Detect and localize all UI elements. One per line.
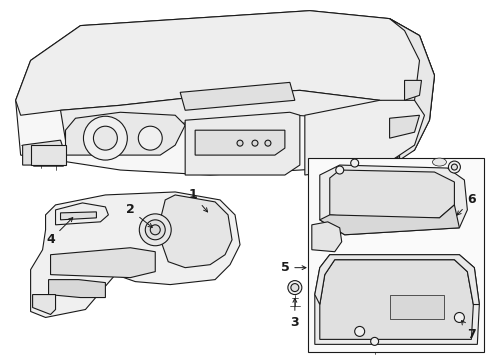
Polygon shape <box>312 222 342 252</box>
Circle shape <box>355 327 365 336</box>
Circle shape <box>83 116 127 160</box>
Polygon shape <box>33 294 55 315</box>
Ellipse shape <box>433 158 446 166</box>
Polygon shape <box>315 255 479 345</box>
Text: 6: 6 <box>457 193 476 215</box>
Polygon shape <box>49 280 105 298</box>
Polygon shape <box>185 112 300 175</box>
Polygon shape <box>23 140 66 165</box>
Polygon shape <box>16 11 435 120</box>
Text: 5: 5 <box>280 261 306 274</box>
Polygon shape <box>66 112 185 155</box>
Polygon shape <box>50 248 155 278</box>
Polygon shape <box>61 212 97 220</box>
Bar <box>308 158 484 352</box>
Polygon shape <box>305 100 424 175</box>
Polygon shape <box>61 90 380 140</box>
Polygon shape <box>405 80 421 100</box>
Polygon shape <box>30 145 66 165</box>
Text: 2: 2 <box>126 203 152 228</box>
Circle shape <box>454 312 465 323</box>
Polygon shape <box>390 19 435 160</box>
Polygon shape <box>330 170 454 220</box>
Circle shape <box>451 164 457 170</box>
Polygon shape <box>320 165 467 235</box>
Polygon shape <box>180 82 295 110</box>
Circle shape <box>288 280 302 294</box>
Circle shape <box>448 161 461 173</box>
Polygon shape <box>160 195 232 268</box>
Polygon shape <box>30 192 240 318</box>
Text: 1: 1 <box>189 188 208 212</box>
Polygon shape <box>55 203 108 225</box>
Circle shape <box>370 337 379 345</box>
Circle shape <box>138 126 162 150</box>
Text: 4: 4 <box>46 217 73 246</box>
Text: 7: 7 <box>462 321 476 341</box>
Circle shape <box>265 140 271 146</box>
Circle shape <box>252 140 258 146</box>
Circle shape <box>145 220 165 240</box>
Circle shape <box>291 284 299 292</box>
Polygon shape <box>16 11 435 175</box>
Circle shape <box>351 159 359 167</box>
Text: 3: 3 <box>291 298 299 329</box>
Circle shape <box>94 126 118 150</box>
Polygon shape <box>320 205 460 235</box>
Circle shape <box>237 140 243 146</box>
Polygon shape <box>390 115 419 138</box>
Circle shape <box>336 166 343 174</box>
Polygon shape <box>195 130 285 155</box>
Bar <box>390 294 444 319</box>
Polygon shape <box>320 260 473 339</box>
Circle shape <box>139 214 171 246</box>
Polygon shape <box>315 255 479 305</box>
Circle shape <box>150 225 160 235</box>
